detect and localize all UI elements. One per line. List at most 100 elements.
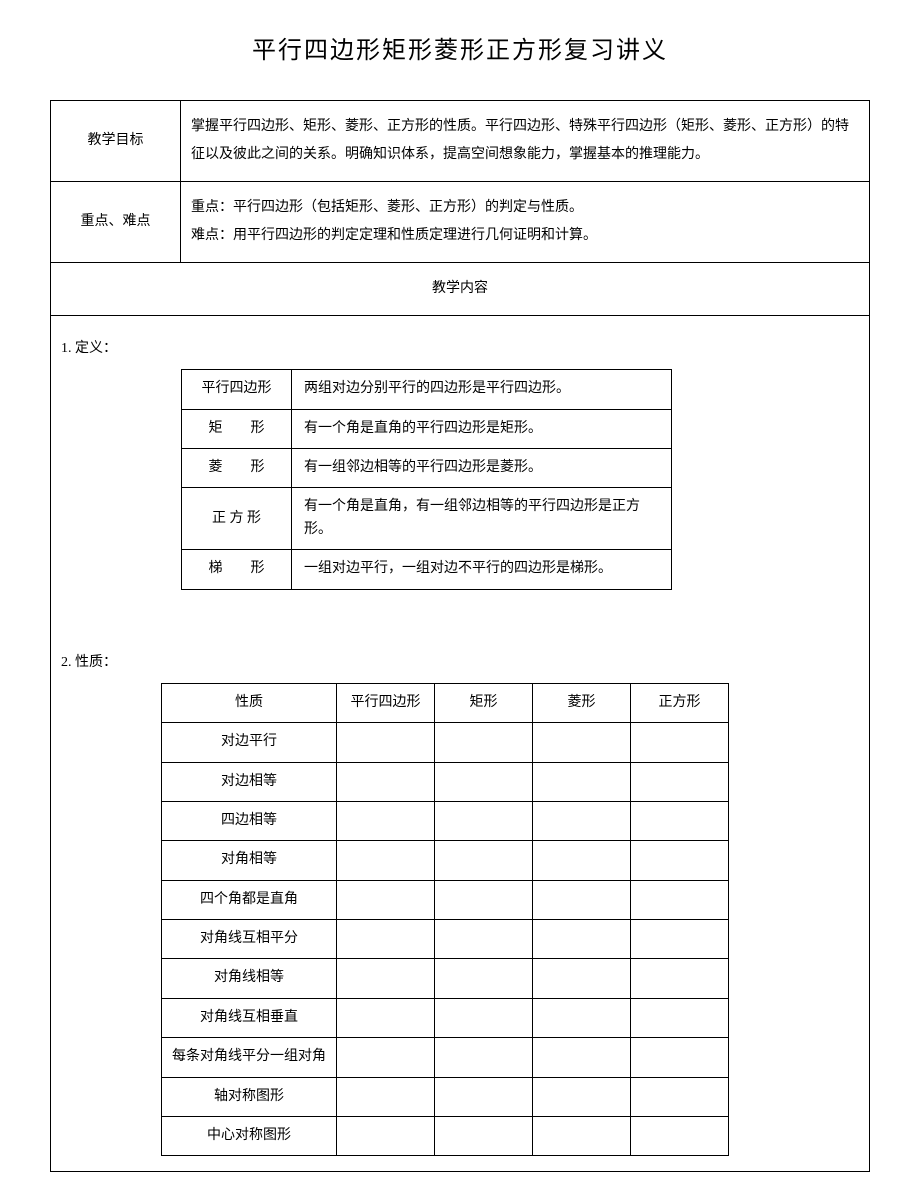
keypoint-line-2: 难点：用平行四边形的判定定理和性质定理进行几何证明和计算。	[191, 222, 859, 250]
property-value-cell	[631, 998, 729, 1037]
property-row: 对角线相等	[162, 959, 729, 998]
property-row: 每条对角线平分一组对角	[162, 1038, 729, 1077]
definition-desc: 有一组邻边相等的平行四边形是菱形。	[292, 448, 672, 487]
property-name-cell: 四边相等	[162, 801, 337, 840]
property-value-cell	[435, 959, 533, 998]
keypoints-row: 重点、难点 重点：平行四边形（包括矩形、菱形、正方形）的判定与性质。 难点：用平…	[51, 182, 870, 263]
property-value-cell	[435, 801, 533, 840]
definition-row: 平行四边形两组对边分别平行的四边形是平行四边形。	[182, 370, 672, 409]
property-value-cell	[631, 841, 729, 880]
property-value-cell	[533, 1038, 631, 1077]
section-1-heading: 1. 定义：	[61, 336, 859, 361]
property-value-cell	[337, 841, 435, 880]
property-value-cell	[533, 762, 631, 801]
property-name-cell: 四个角都是直角	[162, 880, 337, 919]
property-value-cell	[337, 959, 435, 998]
properties-header-cell: 矩形	[435, 683, 533, 722]
definition-label: 矩 形	[182, 409, 292, 448]
property-value-cell	[435, 1038, 533, 1077]
property-row: 轴对称图形	[162, 1077, 729, 1116]
definition-desc: 两组对边分别平行的四边形是平行四边形。	[292, 370, 672, 409]
property-value-cell	[533, 1117, 631, 1156]
property-value-cell	[435, 762, 533, 801]
property-value-cell	[631, 1038, 729, 1077]
property-name-cell: 对角相等	[162, 841, 337, 880]
property-row: 中心对称图形	[162, 1117, 729, 1156]
property-value-cell	[533, 1077, 631, 1116]
content-body: 1. 定义： 平行四边形两组对边分别平行的四边形是平行四边形。矩 形有一个角是直…	[51, 316, 870, 1172]
property-value-cell	[631, 920, 729, 959]
definition-row: 矩 形有一个角是直角的平行四边形是矩形。	[182, 409, 672, 448]
property-value-cell	[337, 801, 435, 840]
definition-label: 平行四边形	[182, 370, 292, 409]
content-header: 教学内容	[51, 263, 870, 316]
lesson-outline-table: 教学目标 掌握平行四边形、矩形、菱形、正方形的性质。平行四边形、特殊平行四边形（…	[50, 100, 870, 1172]
section-2-heading: 2. 性质：	[61, 650, 859, 675]
definition-desc: 有一个角是直角的平行四边形是矩形。	[292, 409, 672, 448]
keypoint-line-1: 重点：平行四边形（包括矩形、菱形、正方形）的判定与性质。	[191, 194, 859, 222]
property-name-cell: 每条对角线平分一组对角	[162, 1038, 337, 1077]
property-value-cell	[435, 1077, 533, 1116]
property-value-cell	[533, 841, 631, 880]
definition-row: 梯 形一组对边平行，一组对边不平行的四边形是梯形。	[182, 550, 672, 589]
document-title: 平行四边形矩形菱形正方形复习讲义	[50, 30, 870, 65]
property-row: 四边相等	[162, 801, 729, 840]
property-value-cell	[631, 1077, 729, 1116]
property-value-cell	[337, 723, 435, 762]
property-value-cell	[533, 880, 631, 919]
property-value-cell	[435, 841, 533, 880]
property-name-cell: 对边相等	[162, 762, 337, 801]
property-value-cell	[435, 1117, 533, 1156]
property-value-cell	[631, 880, 729, 919]
content-body-row: 1. 定义： 平行四边形两组对边分别平行的四边形是平行四边形。矩 形有一个角是直…	[51, 316, 870, 1172]
property-value-cell	[631, 801, 729, 840]
property-value-cell	[337, 1038, 435, 1077]
property-name-cell: 对角线互相垂直	[162, 998, 337, 1037]
property-value-cell	[533, 920, 631, 959]
property-value-cell	[435, 920, 533, 959]
property-value-cell	[337, 1077, 435, 1116]
property-value-cell	[337, 880, 435, 919]
keypoints-text: 重点：平行四边形（包括矩形、菱形、正方形）的判定与性质。 难点：用平行四边形的判…	[181, 182, 870, 263]
properties-header-cell: 菱形	[533, 683, 631, 722]
property-row: 对角相等	[162, 841, 729, 880]
objective-label: 教学目标	[51, 101, 181, 182]
property-value-cell	[533, 959, 631, 998]
property-value-cell	[337, 1117, 435, 1156]
definition-label: 正 方 形	[182, 488, 292, 550]
content-header-row: 教学内容	[51, 263, 870, 316]
definition-desc: 一组对边平行，一组对边不平行的四边形是梯形。	[292, 550, 672, 589]
properties-header-cell: 性质	[162, 683, 337, 722]
property-name-cell: 中心对称图形	[162, 1117, 337, 1156]
property-row: 对边相等	[162, 762, 729, 801]
property-value-cell	[631, 1117, 729, 1156]
properties-header-cell: 正方形	[631, 683, 729, 722]
property-name-cell: 轴对称图形	[162, 1077, 337, 1116]
property-value-cell	[631, 762, 729, 801]
property-value-cell	[631, 959, 729, 998]
property-row: 对角线互相垂直	[162, 998, 729, 1037]
definition-label: 梯 形	[182, 550, 292, 589]
property-value-cell	[337, 762, 435, 801]
property-row: 四个角都是直角	[162, 880, 729, 919]
property-value-cell	[337, 998, 435, 1037]
keypoints-label: 重点、难点	[51, 182, 181, 263]
property-name-cell: 对角线互相平分	[162, 920, 337, 959]
objective-text: 掌握平行四边形、矩形、菱形、正方形的性质。平行四边形、特殊平行四边形（矩形、菱形…	[181, 101, 870, 182]
properties-table: 性质平行四边形矩形菱形正方形 对边平行对边相等四边相等对角相等四个角都是直角对角…	[161, 683, 729, 1157]
property-value-cell	[533, 723, 631, 762]
definition-label: 菱 形	[182, 448, 292, 487]
definition-row: 菱 形有一组邻边相等的平行四边形是菱形。	[182, 448, 672, 487]
property-row: 对边平行	[162, 723, 729, 762]
definition-desc: 有一个角是直角，有一组邻边相等的平行四边形是正方形。	[292, 488, 672, 550]
property-value-cell	[533, 998, 631, 1037]
property-value-cell	[435, 723, 533, 762]
definition-row: 正 方 形有一个角是直角，有一组邻边相等的平行四边形是正方形。	[182, 488, 672, 550]
properties-header-row: 性质平行四边形矩形菱形正方形	[162, 683, 729, 722]
definitions-table: 平行四边形两组对边分别平行的四边形是平行四边形。矩 形有一个角是直角的平行四边形…	[181, 369, 672, 589]
properties-header-cell: 平行四边形	[337, 683, 435, 722]
property-value-cell	[337, 920, 435, 959]
property-row: 对角线互相平分	[162, 920, 729, 959]
property-value-cell	[435, 880, 533, 919]
property-name-cell: 对角线相等	[162, 959, 337, 998]
